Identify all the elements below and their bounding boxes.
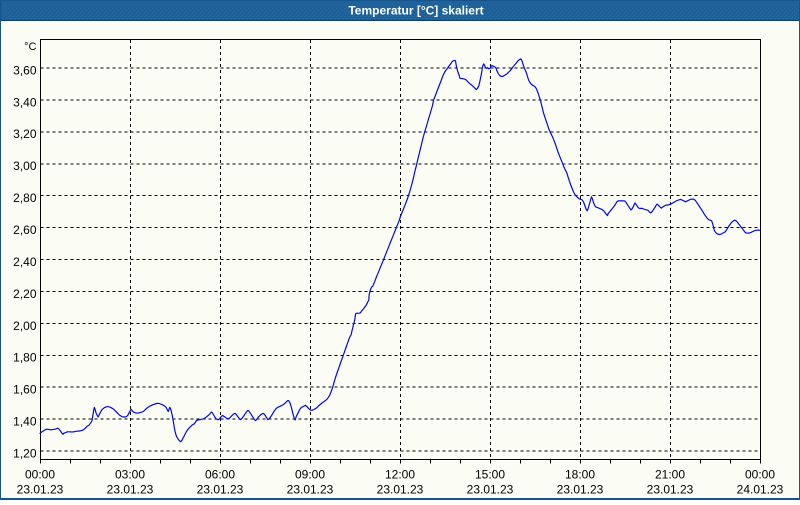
svg-text:3,60: 3,60 xyxy=(13,63,37,77)
svg-text:23.01.23: 23.01.23 xyxy=(377,482,424,496)
svg-text:03:00: 03:00 xyxy=(115,468,145,482)
svg-text:1,20: 1,20 xyxy=(13,446,37,460)
svg-text:21:00: 21:00 xyxy=(655,468,685,482)
svg-text:°C: °C xyxy=(24,41,36,53)
svg-text:2,80: 2,80 xyxy=(13,191,37,205)
svg-text:2,00: 2,00 xyxy=(13,319,37,333)
svg-text:1,80: 1,80 xyxy=(13,351,37,365)
svg-text:23.01.23: 23.01.23 xyxy=(647,482,694,496)
svg-text:09:00: 09:00 xyxy=(295,468,325,482)
svg-text:1,40: 1,40 xyxy=(13,415,37,429)
svg-text:23.01.23: 23.01.23 xyxy=(107,482,154,496)
svg-text:2,20: 2,20 xyxy=(13,287,37,301)
svg-text:2,60: 2,60 xyxy=(13,223,37,237)
svg-text:Temperatur [°C] skaliert: Temperatur [°C] skaliert xyxy=(348,3,483,17)
svg-text:23.01.23: 23.01.23 xyxy=(197,482,244,496)
svg-text:23.01.23: 23.01.23 xyxy=(287,482,334,496)
svg-text:12:00: 12:00 xyxy=(385,468,415,482)
svg-text:00:00: 00:00 xyxy=(25,468,55,482)
svg-text:23.01.23: 23.01.23 xyxy=(17,482,64,496)
svg-text:3,00: 3,00 xyxy=(13,159,37,173)
svg-text:23.01.23: 23.01.23 xyxy=(557,482,604,496)
svg-text:06:00: 06:00 xyxy=(205,468,235,482)
svg-text:23.01.23: 23.01.23 xyxy=(467,482,514,496)
svg-text:3,20: 3,20 xyxy=(13,127,37,141)
svg-text:18:00: 18:00 xyxy=(565,468,595,482)
svg-text:1,60: 1,60 xyxy=(13,383,37,397)
svg-text:2,40: 2,40 xyxy=(13,255,37,269)
svg-text:15:00: 15:00 xyxy=(475,468,505,482)
svg-text:00:00: 00:00 xyxy=(745,468,775,482)
svg-text:3,40: 3,40 xyxy=(13,95,37,109)
svg-text:24.01.23: 24.01.23 xyxy=(737,482,784,496)
